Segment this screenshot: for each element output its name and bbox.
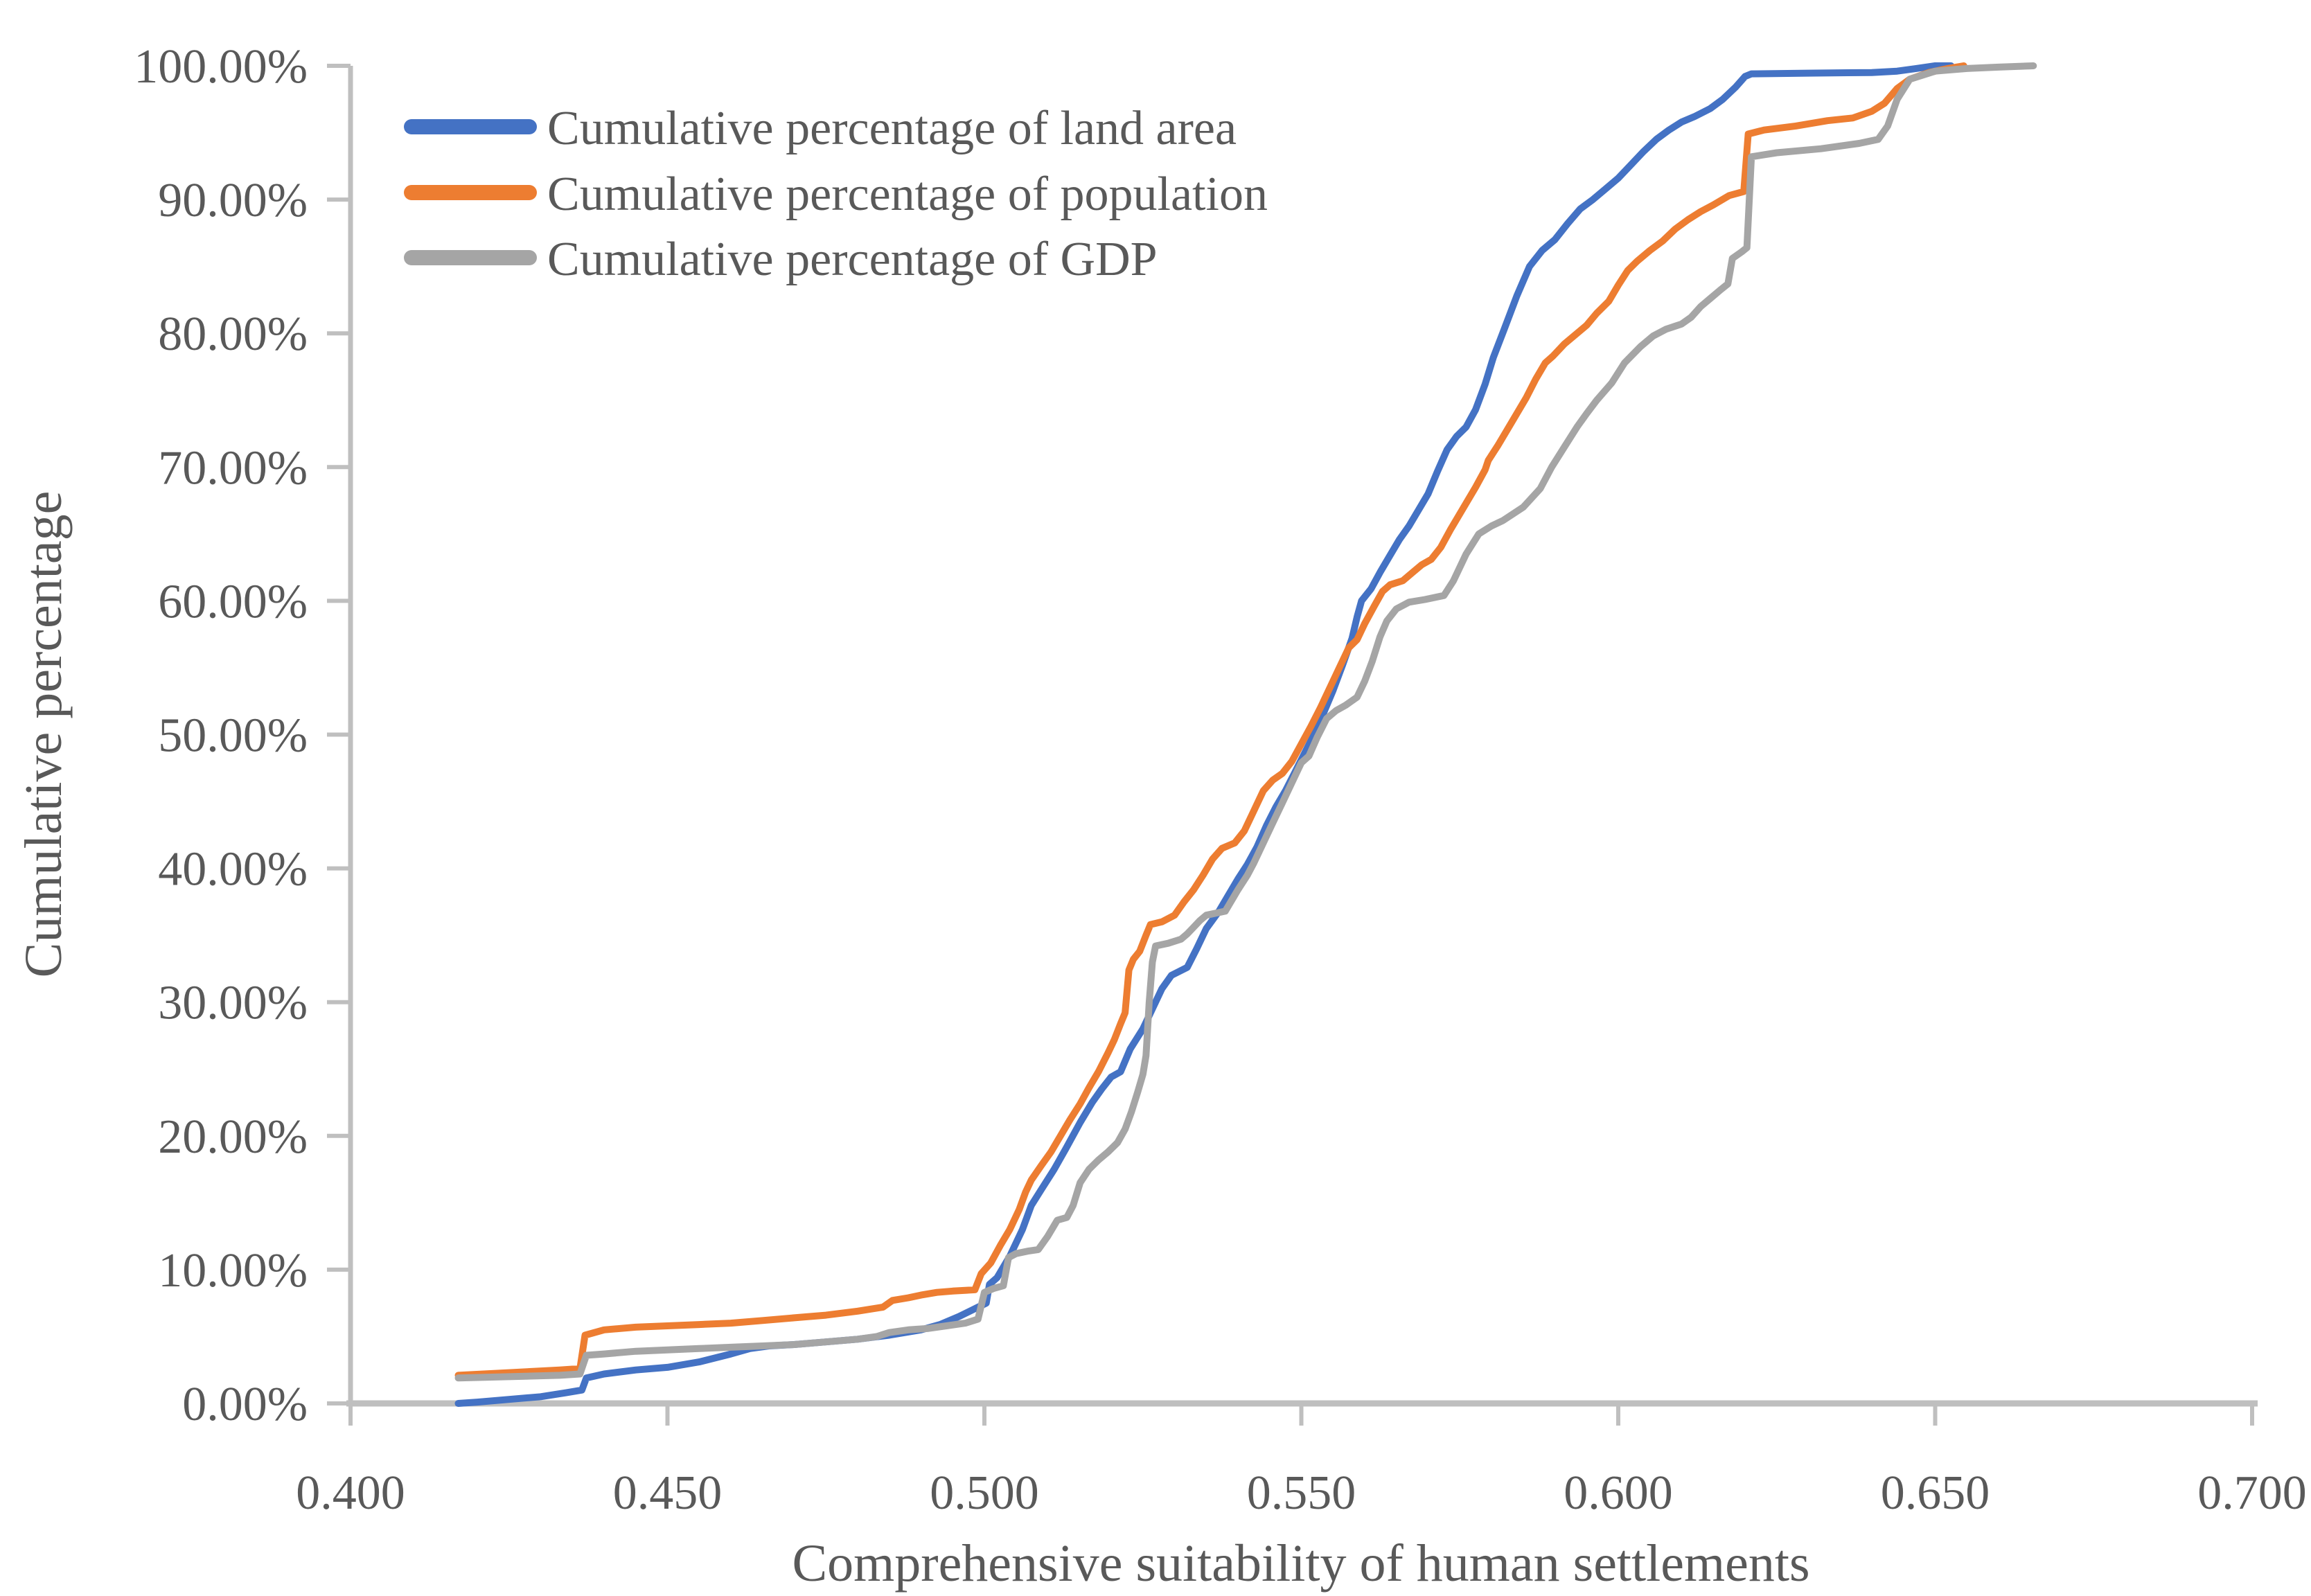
axes: 0.400 0.450 0.500 0.550 0.600 0.650 0.700 0.00%… bbox=[134, 40, 2307, 1520]
y-tick-label: 40.00% bbox=[158, 843, 308, 896]
x-tick-label: 0.700 bbox=[2197, 1466, 2307, 1520]
legend-label: Cumulative percentage of land area bbox=[547, 102, 1237, 155]
x-tick-label: 0.650 bbox=[1881, 1466, 1990, 1520]
x-tick-label: 0.500 bbox=[930, 1466, 1039, 1520]
x-tick-label: 0.550 bbox=[1247, 1466, 1356, 1520]
x-axis-title: Comprehensive suitability of human settl… bbox=[792, 1534, 1809, 1593]
legend-item: Cumulative percentage of land area bbox=[404, 102, 1237, 155]
y-tick-label: 90.00% bbox=[158, 174, 308, 227]
x-tick-label: 0.600 bbox=[1564, 1466, 1673, 1520]
series-line-cumulative-percentage-of-population bbox=[454, 62, 1967, 1379]
y-tick-label: 80.00% bbox=[158, 308, 308, 361]
legend-item: Cumulative percentage of population bbox=[404, 168, 1268, 221]
y-tick-label: 50.00% bbox=[158, 709, 308, 763]
legend-label: Cumulative percentage of population bbox=[547, 168, 1268, 221]
y-tick-label: 20.00% bbox=[158, 1110, 308, 1164]
legend-item: Cumulative percentage of GDP bbox=[404, 233, 1158, 286]
y-tick-label: 10.00% bbox=[158, 1244, 308, 1297]
series-lines bbox=[454, 62, 2037, 1407]
y-tick-label: 100.00% bbox=[134, 40, 308, 94]
y-axis-title: Cumulative percentage bbox=[15, 491, 73, 978]
y-tick-label: 30.00% bbox=[158, 977, 308, 1030]
series-line-cumulative-percentage-of-gdp bbox=[454, 62, 2037, 1382]
y-tick-label: 0.00% bbox=[182, 1378, 308, 1431]
y-tick-label: 60.00% bbox=[158, 575, 308, 628]
legend: Cumulative percentage of land area Cumula… bbox=[404, 102, 1268, 286]
x-tick-label: 0.400 bbox=[296, 1466, 405, 1520]
legend-label: Cumulative percentage of GDP bbox=[547, 233, 1158, 286]
x-tick-label: 0.450 bbox=[613, 1466, 723, 1520]
y-tick-label: 70.00% bbox=[158, 441, 308, 495]
